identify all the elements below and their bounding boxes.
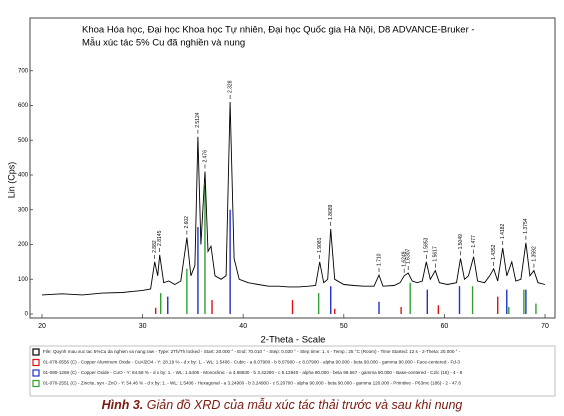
peak-label: 2.328 — [227, 80, 233, 93]
y-tick-label: 200 — [18, 242, 29, 248]
x-axis-label: 2-Theta - Scale — [261, 335, 326, 346]
y-tick-label: 0 — [25, 312, 29, 318]
y-tick-label: 100 — [18, 277, 29, 283]
peak-label: 1.6307 — [406, 248, 412, 264]
legend-entry: 01-078-0556 (C) - Copper Aluminum Oxide … — [43, 360, 460, 365]
caption: Hình 3. Giản đồ XRD của mẫu xúc tác thải… — [102, 398, 463, 412]
peak-label: 1.5049 — [458, 234, 464, 250]
peak-label: 1.4182 — [500, 223, 506, 239]
peak-label: 1.477 — [471, 235, 477, 248]
legend-entry: 01-080-1268 (C) - Copper Oxide - CuO - Y… — [43, 370, 463, 375]
peak-label: 1.9081 — [317, 237, 323, 253]
x-tick-label: 30 — [139, 323, 147, 330]
peak-label: 1.6249 — [401, 251, 407, 267]
y-tick-label: 600 — [18, 103, 29, 109]
legend-swatch — [32, 369, 40, 377]
chart-title: Khoa Hóa học, Đại học Khoa học Tự nhiên,… — [82, 25, 475, 36]
legend-entry: File: Quynh mau xuc tac 5%Cu da nghien v… — [43, 349, 461, 354]
peak-label: 1.3754 — [523, 218, 529, 234]
peak-label: 2.8145 — [157, 230, 163, 246]
diffraction-pattern — [41, 101, 546, 296]
peak-label: 1.5853 — [424, 237, 430, 253]
x-tick-label: 60 — [441, 323, 449, 330]
peak-label: 1.4352 — [491, 244, 497, 260]
peak-label: 2.882 — [152, 240, 158, 253]
y-tick-label: 400 — [18, 173, 29, 179]
legend-swatch — [32, 358, 40, 367]
legend-swatch — [32, 348, 40, 356]
plot-frame — [29, 17, 556, 319]
y-tick-label: 500 — [18, 138, 29, 144]
peak-label: 2.476 — [202, 150, 208, 163]
x-tick-label: 40 — [239, 323, 247, 330]
peak-label: 1.3592 — [531, 246, 537, 262]
x-tick-label: 50 — [340, 323, 348, 330]
x-tick-label: 70 — [541, 323, 549, 330]
chart-subtitle: Mẫu xúc tác 5% Cu đã nghiền và nung — [82, 38, 245, 49]
caption-label: Hình 3. — [102, 398, 144, 412]
x-tick-label: 20 — [38, 323, 46, 330]
y-axis-label: Lin (Cps) — [6, 162, 16, 199]
caption-text: Giản đồ XRD của mẫu xúc tác thải trước v… — [147, 398, 463, 412]
peak-label: 2.602 — [184, 216, 190, 229]
y-tick-label: 300 — [18, 207, 29, 213]
legend-swatch — [32, 379, 40, 388]
y-tick-label: 700 — [18, 68, 29, 74]
legend-box — [29, 345, 556, 397]
peak-label: 2.5124 — [195, 112, 201, 128]
legend-entry: 01-070-2551 (C) - Zincite, syn - ZnO - Y… — [43, 381, 461, 386]
peak-label: 1.8689 — [328, 204, 334, 220]
peak-label: 1.5617 — [433, 246, 439, 262]
peak-label: 1.710 — [376, 253, 382, 266]
